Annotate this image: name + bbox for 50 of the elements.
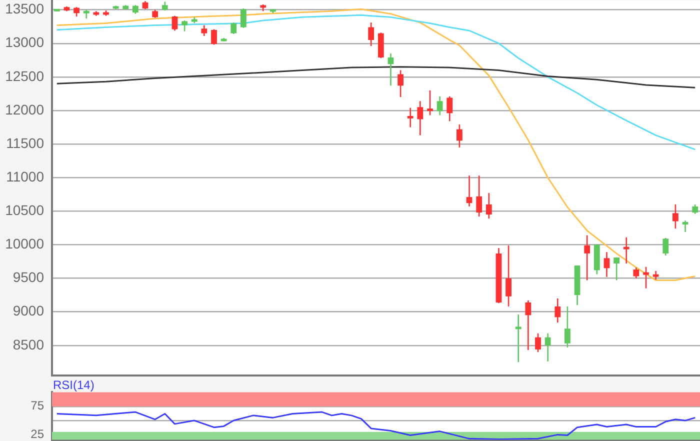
candlestick [476,174,482,218]
y-tick-label: 11000 [6,168,44,184]
candlestick [564,306,570,348]
candlestick [456,124,462,148]
y-tick-label: 10500 [5,202,44,218]
candlestick [407,107,414,128]
y-tick-label: 13000 [5,34,44,50]
y-tick-label: 9000 [12,302,44,319]
candlestick [623,236,630,264]
candlestick [525,300,532,351]
candlestick [427,90,433,116]
candlestick [172,15,178,32]
y-tick-label: 11500 [6,134,44,151]
y-tick-label: 75 [30,398,44,413]
candlestick [388,52,394,86]
candlestick [211,28,217,46]
candlestick [672,204,678,230]
candlestick [466,174,472,208]
y-tick-label: 9500 [12,269,44,286]
y-tick-label: 12000 [5,101,44,118]
y-tick-label: 8500 [12,336,44,352]
candlestick [535,332,541,353]
candlestick [682,220,688,233]
candlestick [544,332,551,362]
y-tick-label: 25 [30,427,44,441]
candlestick [506,244,512,308]
candlestick [554,298,561,324]
candlestick [182,20,188,32]
candlestick [662,237,669,256]
candlestick [436,96,443,116]
candlestick [486,192,492,220]
y-tick-label: 13500 [5,0,44,17]
candlestick [230,22,237,35]
chart-title: RSI(14) [53,378,94,392]
candlestick [417,100,424,136]
candlestick [643,266,649,289]
candlestick [446,96,453,122]
candlestick [604,251,610,278]
candlestick [584,234,590,281]
y-tick-label: 12500 [5,68,44,84]
y-tick-label: 10000 [5,236,44,252]
candlestick [692,204,698,214]
candlestick [368,22,374,47]
candlestick [614,256,620,281]
candlestick [201,24,208,37]
candlestick [633,266,640,279]
candlestick [398,70,404,98]
candlestick [240,8,246,29]
candlestick [74,6,80,18]
candlestick [515,314,522,363]
